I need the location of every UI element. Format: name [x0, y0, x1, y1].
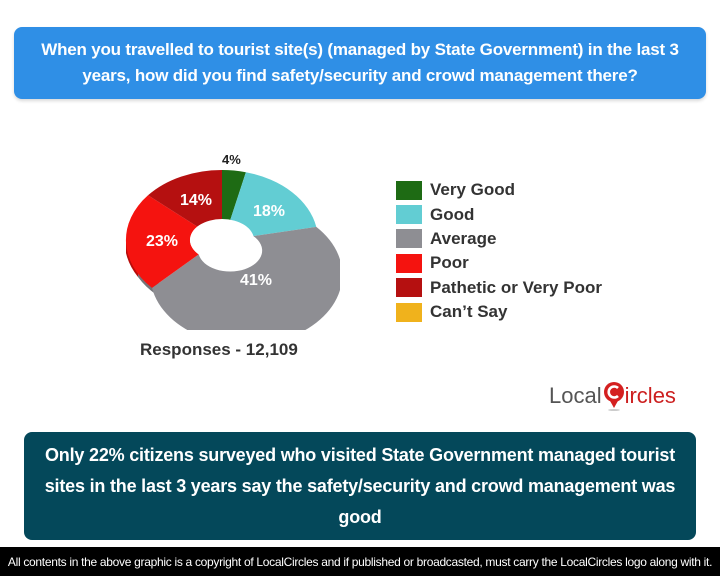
legend-swatch — [396, 180, 422, 200]
localcircles-logo: Local ircles — [549, 381, 676, 411]
legend-swatch — [396, 205, 422, 225]
logo-word-local: Local — [549, 383, 602, 408]
donut-slices — [125, 169, 340, 330]
conclusion-banner: Only 22% citizens surveyed who visited S… — [24, 432, 696, 540]
donut-chart: 4% 18% 41% 23% 14% — [125, 152, 340, 330]
legend-swatch — [396, 229, 422, 249]
legend-label: Very Good — [430, 180, 516, 200]
legend-item-pathetic: Pathetic or Very Poor — [396, 276, 602, 300]
donut-hole — [190, 219, 254, 261]
slice-average[interactable] — [152, 226, 340, 330]
legend-item-very-good: Very Good — [396, 178, 602, 202]
chart-legend: Very Good Good Average Poor Pathetic or … — [396, 178, 602, 324]
conclusion-text: Only 22% citizens surveyed who visited S… — [44, 444, 676, 527]
legend-swatch — [396, 302, 422, 322]
label-good: 18% — [253, 203, 285, 220]
legend-label: Can’t Say — [430, 302, 508, 322]
legend-label: Poor — [430, 253, 469, 273]
location-pin-icon — [603, 381, 625, 411]
legend-label: Good — [430, 204, 475, 224]
responses-count: Responses - 12,109 — [140, 340, 298, 359]
legend-label: Pathetic or Very Poor — [430, 277, 602, 297]
slice-labels: 4% 18% 41% 23% 14% — [146, 152, 285, 289]
label-average: 41% — [240, 272, 272, 289]
slice-poor[interactable] — [125, 195, 199, 288]
slice-pathetic[interactable] — [148, 169, 222, 227]
label-poor: 23% — [146, 233, 178, 250]
legend-swatch — [396, 253, 422, 273]
copyright-footer: All contents in the above graphic is a c… — [0, 547, 720, 576]
footer-text: All contents in the above graphic is a c… — [7, 554, 713, 569]
label-pathetic: 14% — [180, 192, 212, 209]
legend-swatch — [396, 278, 422, 298]
legend-item-good: Good — [396, 202, 602, 226]
question-text: When you travelled to tourist site(s) (m… — [41, 40, 679, 85]
legend-item-poor: Poor — [396, 251, 602, 275]
legend-item-average: Average — [396, 227, 602, 251]
question-banner: When you travelled to tourist site(s) (m… — [14, 27, 706, 99]
legend-label: Average — [430, 228, 497, 248]
logo-word-circles: ircles — [624, 383, 676, 408]
slice-good[interactable] — [230, 172, 317, 237]
slice-very-good[interactable] — [222, 170, 246, 221]
legend-item-cant-say: Can’t Say — [396, 300, 602, 324]
label-very-good: 4% — [222, 152, 241, 167]
